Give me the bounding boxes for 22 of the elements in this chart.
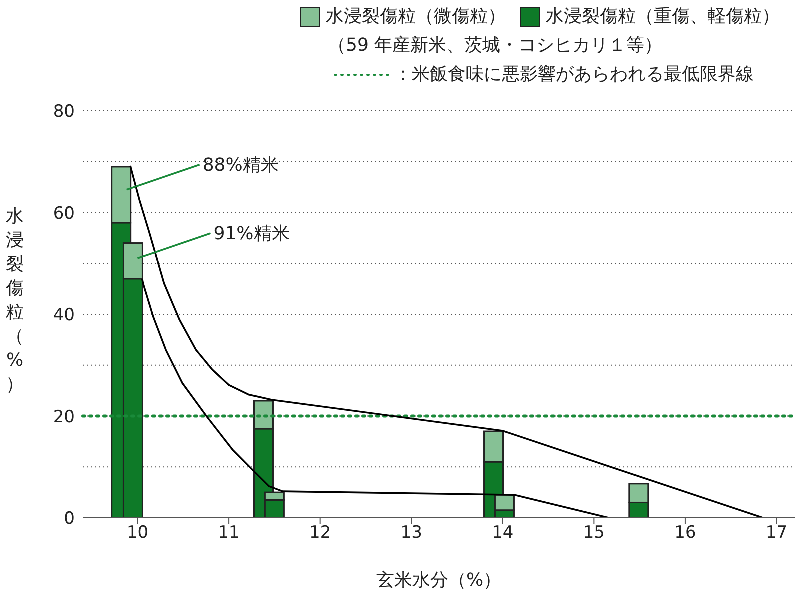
annotation: 88%精米 bbox=[202, 154, 279, 176]
x-tick-label: 12 bbox=[310, 523, 332, 544]
line-series bbox=[141, 278, 610, 518]
legend-label: 水浸裂傷粒（重傷、軽傷粒） bbox=[545, 5, 780, 29]
y-tick-label: 80 bbox=[53, 102, 75, 122]
x-tick-label: 10 bbox=[126, 523, 149, 544]
legend-label: ：米飯食味に悪影響があらわれる最低限界線 bbox=[394, 63, 754, 87]
y-tick-label: 40 bbox=[53, 306, 75, 326]
x-tick-label: 17 bbox=[766, 523, 788, 544]
x-tick-label: 13 bbox=[400, 523, 422, 544]
x-tick-label: 11 bbox=[218, 523, 240, 544]
legend-label: 水浸裂傷粒（微傷粒） bbox=[325, 5, 506, 29]
y-axis-title: 水浸裂傷粒（%） bbox=[5, 205, 25, 397]
x-tick-label: 16 bbox=[674, 523, 696, 544]
y-tick-label: 0 bbox=[64, 509, 75, 530]
annotation: 91%精米 bbox=[214, 224, 290, 245]
x-tick-label: 15 bbox=[583, 523, 605, 544]
chart-subtitle: （59 年産新米、茨城・コシヒカリ１等） bbox=[327, 34, 664, 58]
x-tick-label: 14 bbox=[492, 523, 514, 544]
y-tick-label: 60 bbox=[53, 204, 75, 224]
y-tick-label: 20 bbox=[53, 407, 75, 428]
x-axis-title: 玄米水分（%） bbox=[375, 569, 503, 592]
